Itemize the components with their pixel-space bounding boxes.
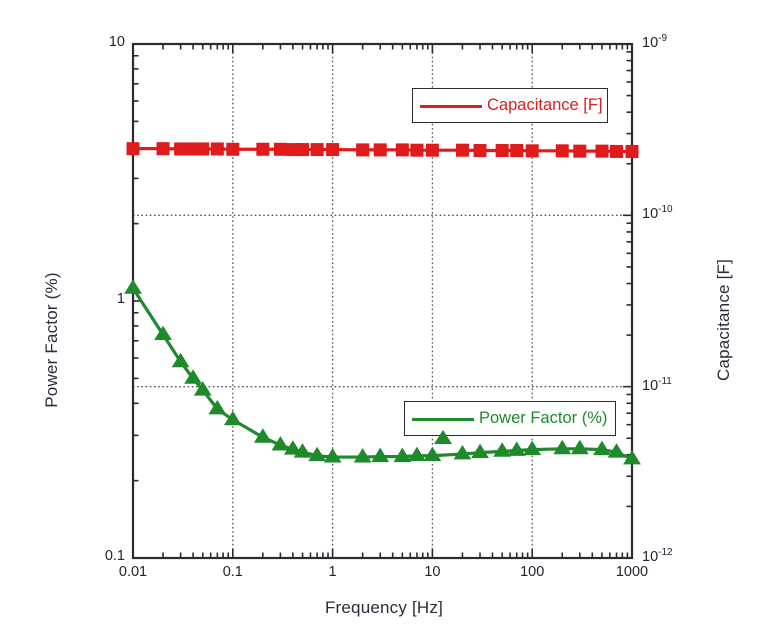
- x-tick-label: 10: [424, 564, 441, 580]
- x-tick-label: 1000: [615, 564, 649, 580]
- x-axis-title: Frequency [Hz]: [324, 598, 444, 617]
- x-tick-label: 0.01: [118, 564, 148, 580]
- y-axis-left-title: Power Factor (%): [42, 272, 61, 408]
- y-axis-right-title: Capacitance [F]: [714, 258, 733, 382]
- x-tick-label: 1: [328, 564, 337, 580]
- y-right-tick-label: 10-10: [642, 204, 673, 223]
- gridlines: [133, 44, 632, 558]
- y-right-tick-label: 10-12: [642, 547, 673, 565]
- legend-power-factor[interactable]: Power Factor (%): [404, 401, 616, 444]
- legend-power-factor-label: Power Factor (%): [479, 409, 608, 427]
- plot-frame: [131, 42, 634, 560]
- legend-capacitance-sample: [420, 98, 482, 114]
- y-right-tick-label: 10-9: [642, 33, 668, 51]
- legend-power-factor-sample: [412, 411, 474, 444]
- x-tick-label: 0.1: [222, 564, 243, 580]
- y-left-tick-label: 1: [116, 291, 125, 307]
- y-left-tick-label: 10: [108, 34, 125, 50]
- series-capacitance: [126, 142, 639, 158]
- legend-capacitance-label: Capacitance [F]: [487, 96, 603, 114]
- legend-capacitance[interactable]: Capacitance [F]: [412, 88, 608, 123]
- x-tick-label: 100: [520, 564, 545, 580]
- y-left-tick-label: 0.1: [104, 548, 125, 564]
- series-power-factor: [124, 279, 641, 465]
- y-right-tick-label: 10-11: [642, 375, 672, 394]
- triangle-marker-icon: [434, 412, 452, 444]
